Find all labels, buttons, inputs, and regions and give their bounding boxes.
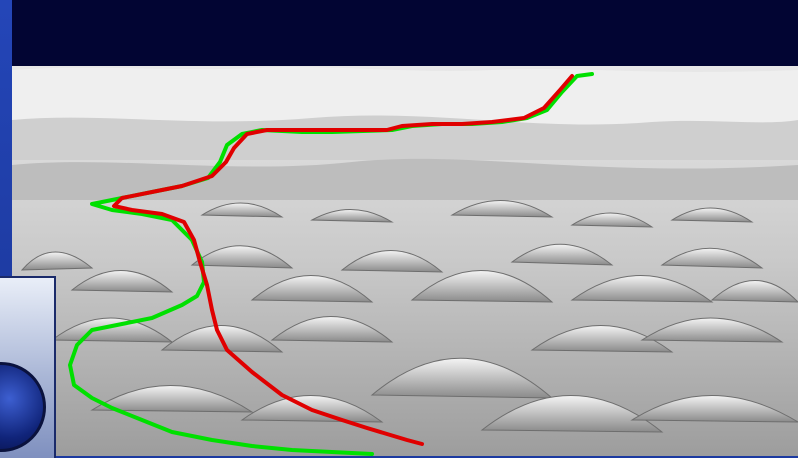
- hill-field: [20, 200, 798, 433]
- ridge-shadow-2: [12, 158, 798, 200]
- terrain-viewport: [12, 0, 798, 456]
- terrain-3d-render: [12, 0, 798, 456]
- logo-badge: [0, 276, 56, 458]
- red-route-line: [112, 74, 574, 446]
- night-sky: [12, 0, 798, 74]
- ridge-shadow-1: [12, 115, 798, 160]
- globe-icon: [0, 362, 46, 452]
